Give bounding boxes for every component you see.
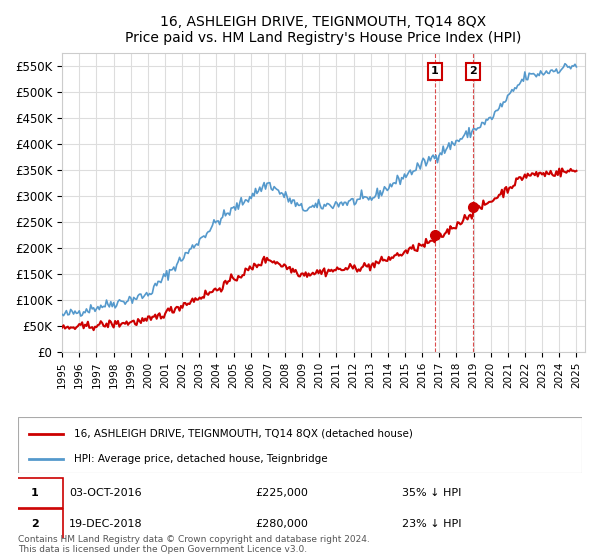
FancyBboxPatch shape bbox=[7, 508, 63, 539]
Title: 16, ASHLEIGH DRIVE, TEIGNMOUTH, TQ14 8QX
Price paid vs. HM Land Registry's House: 16, ASHLEIGH DRIVE, TEIGNMOUTH, TQ14 8QX… bbox=[125, 15, 522, 45]
FancyBboxPatch shape bbox=[18, 417, 582, 473]
Text: 03-OCT-2016: 03-OCT-2016 bbox=[69, 488, 142, 498]
Text: £225,000: £225,000 bbox=[255, 488, 308, 498]
Text: 2: 2 bbox=[469, 67, 477, 77]
Text: 1: 1 bbox=[31, 488, 39, 498]
Text: Contains HM Land Registry data © Crown copyright and database right 2024.
This d: Contains HM Land Registry data © Crown c… bbox=[18, 535, 370, 554]
Text: 1: 1 bbox=[431, 67, 439, 77]
Text: 2: 2 bbox=[31, 519, 39, 529]
Text: £280,000: £280,000 bbox=[255, 519, 308, 529]
FancyBboxPatch shape bbox=[7, 478, 63, 508]
Text: HPI: Average price, detached house, Teignbridge: HPI: Average price, detached house, Teig… bbox=[74, 454, 328, 464]
Text: 19-DEC-2018: 19-DEC-2018 bbox=[69, 519, 142, 529]
Text: 35% ↓ HPI: 35% ↓ HPI bbox=[401, 488, 461, 498]
Text: 23% ↓ HPI: 23% ↓ HPI bbox=[401, 519, 461, 529]
Text: 16, ASHLEIGH DRIVE, TEIGNMOUTH, TQ14 8QX (detached house): 16, ASHLEIGH DRIVE, TEIGNMOUTH, TQ14 8QX… bbox=[74, 429, 413, 439]
